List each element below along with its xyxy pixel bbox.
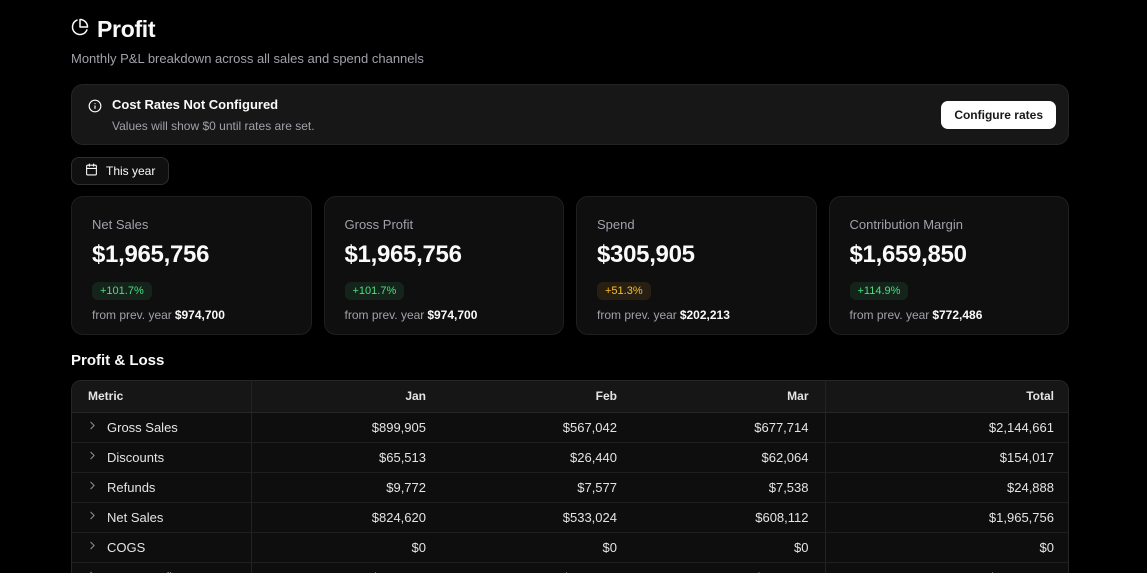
column-header-jan: Jan xyxy=(251,381,442,413)
prev-year-label: from prev. year xyxy=(597,308,677,322)
cell-jan: $824,620 xyxy=(251,562,442,573)
column-header-metric: Metric xyxy=(72,381,252,413)
chevron-right-icon xyxy=(86,509,99,525)
banner-title: Cost Rates Not Configured xyxy=(112,96,279,112)
table-row[interactable]: Net Sales $824,620 $533,024 $608,112 $1,… xyxy=(72,502,1068,533)
page-header: Profit Monthly P&L breakdown across all … xyxy=(71,0,1069,66)
info-icon xyxy=(88,97,102,133)
change-badge: +101.7% xyxy=(92,282,152,300)
cell-mar: $62,064 xyxy=(633,442,825,473)
prev-year-label: from prev. year xyxy=(849,308,930,322)
stat-card: Spend $305,905 +51.3% from prev. year $20… xyxy=(576,196,817,335)
table-row[interactable]: COGS $0 $0 $0 $0 xyxy=(72,532,1068,563)
chevron-right-icon xyxy=(86,569,99,573)
cell-jan: $0 xyxy=(251,532,442,563)
cell-total: $0 xyxy=(824,532,1068,563)
configure-rates-button[interactable]: Configure rates xyxy=(941,100,1056,129)
cost-rates-banner: Cost Rates Not Configured Values will sh… xyxy=(71,84,1069,145)
stat-card: Gross Profit $1,965,756 +101.7% from pre… xyxy=(323,196,564,335)
change-badge: +101.7% xyxy=(344,282,405,300)
cell-mar: $677,714 xyxy=(633,412,825,443)
cell-total: $1,965,756 xyxy=(824,502,1068,533)
stat-card-value: $1,659,850 xyxy=(849,241,967,268)
calendar-icon xyxy=(85,163,98,179)
page-subtitle: Monthly P&L breakdown across all sales a… xyxy=(71,51,424,66)
cell-total: $154,017 xyxy=(824,442,1068,473)
metric-label: Gross Sales xyxy=(107,419,178,435)
stat-cards-row: Net Sales $1,965,756 +101.7% from prev. … xyxy=(71,196,1069,335)
cell-feb: $567,042 xyxy=(442,412,633,443)
metric-label: Gross Profit xyxy=(107,570,176,573)
stat-card-value: $1,965,756 xyxy=(92,241,210,268)
stat-card-prev: from prev. year $772,486 xyxy=(850,308,1049,322)
column-header-total: Total xyxy=(824,381,1068,413)
pie-chart-icon xyxy=(71,18,89,41)
stat-card-prev: from prev. year $974,700 xyxy=(345,308,544,322)
table-row[interactable]: Gross Profit $824,620 $533,024 $608,112 … xyxy=(72,562,1068,573)
date-range-label: This year xyxy=(106,164,156,178)
pl-table: Metric Jan Feb Mar Total Gross Sales xyxy=(71,380,1069,573)
column-header-feb: Feb xyxy=(442,381,633,413)
chevron-right-icon xyxy=(86,479,99,495)
chevron-right-icon xyxy=(86,449,99,465)
profit-page: Profit Monthly P&L breakdown across all … xyxy=(71,0,1069,573)
cell-feb: $533,024 xyxy=(442,502,633,533)
chevron-right-icon xyxy=(86,539,99,555)
date-range-button[interactable]: This year xyxy=(71,157,170,185)
stat-card: Net Sales $1,965,756 +101.7% from prev. … xyxy=(71,196,312,335)
stat-card-label: Net Sales xyxy=(92,217,149,232)
stat-card-prev: from prev. year $202,213 xyxy=(597,308,796,322)
stat-card-label: Gross Profit xyxy=(344,217,414,232)
cell-total: $24,888 xyxy=(824,472,1068,503)
stat-card: Contribution Margin $1,659,850 +114.9% f… xyxy=(828,196,1069,335)
table-row[interactable]: Gross Sales $899,905 $567,042 $677,714 $… xyxy=(72,412,1068,443)
pl-table-body: Gross Sales $899,905 $567,042 $677,714 $… xyxy=(72,412,1068,573)
cell-mar: $7,538 xyxy=(633,472,825,503)
metric-label: Net Sales xyxy=(107,509,164,525)
cell-feb: $7,577 xyxy=(442,472,633,503)
change-badge: +114.9% xyxy=(849,282,909,300)
cell-mar: $608,112 xyxy=(633,562,825,573)
cell-feb: $533,024 xyxy=(442,562,633,573)
metric-label: COGS xyxy=(107,539,146,555)
cell-jan: $65,513 xyxy=(251,442,442,473)
prev-year-value: $974,700 xyxy=(427,308,478,322)
stat-card-value: $305,905 xyxy=(597,241,695,268)
metric-label: Discounts xyxy=(107,449,165,465)
cell-jan: $899,905 xyxy=(251,412,442,443)
cell-jan: $824,620 xyxy=(251,502,442,533)
prev-year-value: $974,700 xyxy=(174,308,225,322)
stat-card-label: Contribution Margin xyxy=(849,217,963,232)
prev-year-value: $202,213 xyxy=(679,308,730,322)
cell-mar: $608,112 xyxy=(633,502,825,533)
cell-feb: $26,440 xyxy=(442,442,633,473)
stat-card-label: Spend xyxy=(597,217,635,232)
cell-jan: $9,772 xyxy=(251,472,442,503)
prev-year-label: from prev. year xyxy=(344,308,425,322)
prev-year-value: $772,486 xyxy=(932,308,983,322)
cell-mar: $0 xyxy=(633,532,825,563)
prev-year-label: from prev. year xyxy=(92,308,172,322)
cell-total: $1,965,756 xyxy=(824,562,1068,573)
cell-feb: $0 xyxy=(442,532,633,563)
stat-card-value: $1,965,756 xyxy=(344,241,462,268)
table-row[interactable]: Discounts $65,513 $26,440 $62,064 $154,0… xyxy=(72,442,1068,473)
stat-card-prev: from prev. year $974,700 xyxy=(92,308,291,322)
column-header-mar: Mar xyxy=(633,381,825,413)
table-row[interactable]: Refunds $9,772 $7,577 $7,538 $24,888 xyxy=(72,472,1068,503)
change-badge: +51.3% xyxy=(597,282,651,300)
banner-description: Values will show $0 until rates are set. xyxy=(112,118,315,133)
section-title: Profit & Loss xyxy=(71,352,165,369)
page-title: Profit xyxy=(97,16,156,42)
cell-total: $2,144,661 xyxy=(824,412,1068,443)
metric-label: Refunds xyxy=(107,479,156,495)
chevron-right-icon xyxy=(86,419,99,435)
table-header-row: Metric Jan Feb Mar Total xyxy=(72,381,1068,413)
